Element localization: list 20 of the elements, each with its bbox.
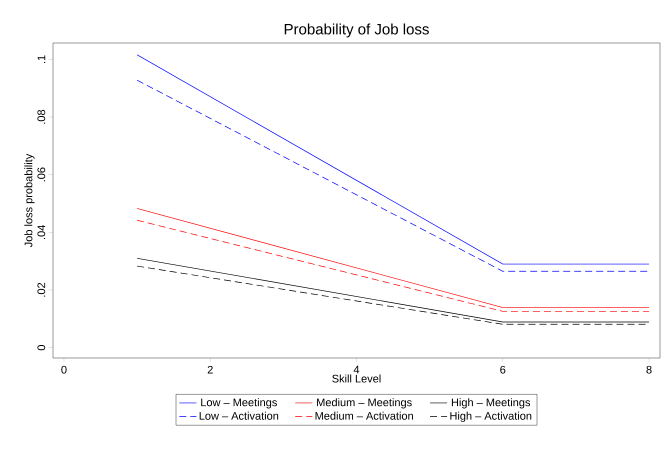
y-axis-title: Job loss probability [24, 154, 35, 248]
legend-label: Medium – Meetings [317, 398, 412, 408]
x-tick-label: 6 [500, 366, 506, 374]
y-tick-label: .1 [38, 55, 46, 64]
x-tick-label: 8 [646, 366, 652, 374]
y-tick-label: .02 [37, 282, 46, 297]
y-tick-label: 0 [37, 345, 46, 350]
x-tick-label: 2 [208, 366, 213, 374]
y-tick-label: .08 [37, 110, 46, 124]
x-tick-label: 4 [354, 366, 360, 374]
legend-label: Low – Meetings [201, 398, 277, 408]
x-tick-label: 0 [61, 366, 67, 374]
legend-label: High – Activation [450, 412, 532, 422]
x-axis-title: Skill Level [332, 374, 381, 383]
chart-title: Probability of Job loss [284, 23, 429, 38]
legend-label: Low – Activation [200, 412, 278, 420]
legend-label: Medium – Activation [316, 412, 413, 420]
legend-label: High – Meetings [452, 398, 530, 408]
y-tick-label: .06 [37, 168, 46, 182]
y-tick-label: .04 [37, 225, 46, 239]
